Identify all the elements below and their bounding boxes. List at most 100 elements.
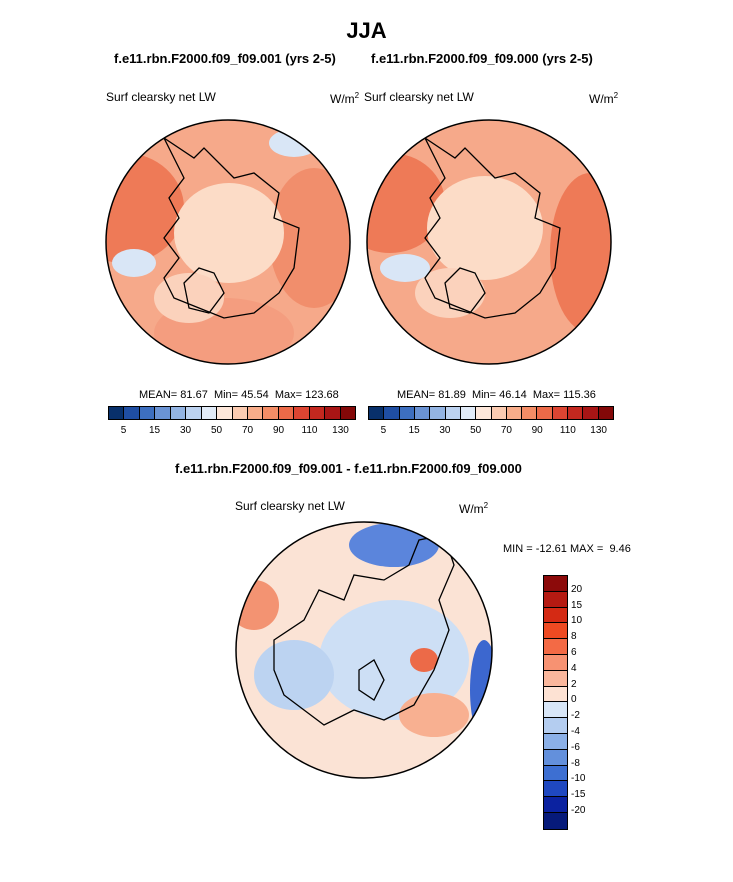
colorbar-diff [543, 575, 568, 830]
colorbar-swatch [340, 407, 355, 419]
colorbar-tick-label: 15 [408, 425, 420, 436]
page-title: JJA [346, 18, 387, 43]
panel-left-stats: MEAN= 81.67 Min= 45.54 Max= 123.68 [139, 389, 339, 401]
map-right-coastline [423, 136, 561, 319]
colorbar-swatch [369, 407, 385, 419]
colorbar-swatch [217, 407, 233, 419]
colorbar-tick-label: 90 [531, 425, 543, 436]
colorbar-tick-label: -6 [571, 741, 580, 753]
colorbar-swatch [430, 407, 446, 419]
diff-max-label: MAX = [569, 543, 604, 555]
diff-variable: Surf clearsky net LW [235, 499, 345, 513]
colorbar-swatch [544, 718, 567, 734]
colorbar-tick-label: 15 [148, 425, 161, 436]
panel-right-title: f.e11.rbn.F2000.f09_f09.000 (yrs 2-5) [371, 51, 593, 66]
colorbar-tick-label: -4 [571, 726, 580, 737]
colorbar-swatch [124, 407, 140, 419]
colorbar-tick-label: 5 [380, 425, 387, 436]
colorbar-swatch [309, 407, 326, 419]
colorbar-swatch [544, 765, 567, 782]
colorbar-swatch [544, 623, 567, 640]
colorbar-swatch [201, 407, 218, 419]
colorbar-swatch [544, 797, 567, 813]
map-left-coastline [162, 136, 300, 319]
colorbar-swatch [583, 407, 599, 419]
map-right [366, 119, 612, 365]
mean-label: MEAN= [139, 389, 178, 401]
colorbar-swatch [552, 407, 569, 419]
colorbar-swatch [247, 407, 264, 419]
mean-label: MEAN= [397, 389, 436, 401]
map-left-border [105, 119, 351, 365]
map-right-coastline [444, 267, 486, 314]
max-label: Max= [274, 389, 303, 401]
colorbar-tick-label: -15 [571, 789, 586, 801]
colorbar-tick-label: 90 [272, 425, 285, 436]
colorbar-tick-label: 10 [571, 615, 583, 627]
colorbar-tick-label: 5 [120, 425, 127, 436]
map-right-region-warm [367, 153, 445, 253]
map-diff-region-neg [254, 640, 334, 710]
min-label: Min= [471, 389, 497, 401]
diff-min-value: -12.61 [535, 543, 567, 555]
max-value: 115.36 [563, 389, 596, 401]
colorbar-tick-label: 130 [332, 425, 349, 436]
colorbar-swatch [263, 407, 279, 419]
colorbar-tick-label: -20 [571, 805, 586, 816]
colorbar-tick-label: 4 [571, 662, 577, 674]
diff-title: f.e11.rbn.F2000.f09_f09.001 - f.e11.rbn.… [175, 461, 522, 476]
map-left-region-cool [174, 183, 284, 283]
map-right-region-blue [380, 254, 430, 282]
map-diff-coastline [273, 534, 455, 726]
colorbar-swatch [544, 812, 567, 829]
colorbar-swatch [544, 639, 567, 655]
colorbar-swatch [186, 407, 202, 419]
colorbar-swatch [399, 407, 415, 419]
min-value: 45.54 [241, 389, 269, 401]
max-value: 123.68 [305, 389, 339, 401]
colorbar-swatch [139, 407, 156, 419]
map-diff-region-neg [349, 523, 439, 567]
colorbar-swatch [568, 407, 584, 419]
min-label: Min= [213, 389, 239, 401]
colorbar-swatch [476, 407, 492, 419]
colorbar-swatch [109, 407, 125, 419]
map-right-region-cool [415, 268, 485, 318]
colorbar-left [108, 406, 356, 420]
colorbar-swatch [325, 407, 341, 419]
map-left-coastline [183, 267, 225, 314]
colorbar-swatch [384, 407, 400, 419]
colorbar-swatch [544, 576, 567, 592]
diff-units: W/m2 [459, 501, 489, 516]
colorbar-tick-label: 110 [301, 425, 318, 436]
colorbar-swatch [232, 407, 248, 419]
colorbar-tick-label: 8 [571, 631, 577, 643]
colorbar-tick-label: 50 [470, 425, 482, 436]
colorbar-swatch [491, 407, 507, 419]
colorbar-tick-label: 30 [179, 425, 192, 436]
diff-min-label: MIN = [503, 543, 533, 555]
colorbar-right [368, 406, 614, 420]
colorbar-tick-label: 2 [571, 678, 577, 690]
colorbar-swatch [598, 407, 613, 419]
panel-left-variable: Surf clearsky net LW [106, 90, 216, 104]
colorbar-swatch [294, 407, 310, 419]
mean-value: 81.67 [180, 389, 208, 401]
colorbar-tick-label: -2 [571, 710, 580, 722]
panel-right-units: W/m2 [589, 91, 619, 106]
colorbar-tick-label: 70 [500, 425, 512, 436]
map-diff-region-neg [319, 600, 469, 720]
colorbar-tick-label: 50 [210, 425, 223, 436]
panel-left-units: W/m2 [330, 91, 360, 106]
map-diff-region-pos [399, 693, 469, 737]
mean-value: 81.89 [438, 389, 466, 401]
panel-left-title: f.e11.rbn.F2000.f09_f09.001 (yrs 2-5) [114, 51, 336, 66]
min-value: 46.14 [499, 389, 527, 401]
colorbar-swatch [544, 702, 567, 719]
colorbar-swatch [522, 407, 538, 419]
colorbar-tick-label: 0 [571, 694, 577, 706]
colorbar-swatch [544, 781, 567, 798]
colorbar-tick-label: -10 [571, 773, 586, 785]
colorbar-swatch [506, 407, 523, 419]
colorbar-swatch [537, 407, 553, 419]
